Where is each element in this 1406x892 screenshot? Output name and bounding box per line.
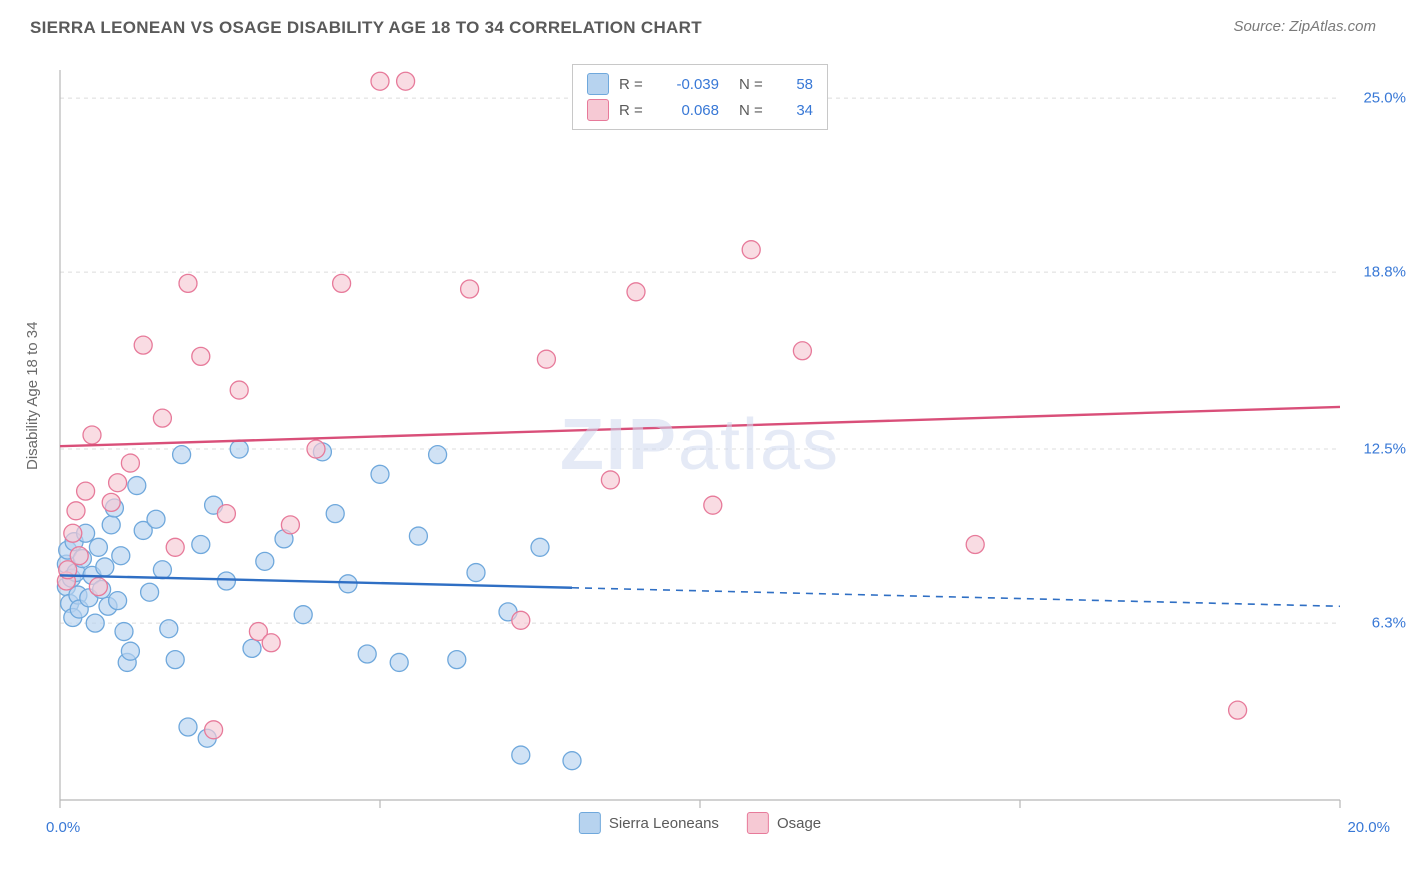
y-axis-label: Disability Age 18 to 34 — [24, 322, 41, 470]
legend-r-label: R = — [619, 76, 653, 93]
legend-swatch — [587, 73, 609, 95]
legend-r-value: -0.039 — [663, 76, 719, 93]
series-legend: Sierra Leoneans Osage — [579, 812, 821, 834]
y-tick-label: 12.5% — [1363, 441, 1406, 458]
legend-row: R = -0.039 N = 58 — [587, 71, 813, 97]
legend-swatch — [587, 99, 609, 121]
legend-n-value: 58 — [783, 76, 813, 93]
x-axis-max-label: 20.0% — [1347, 819, 1390, 836]
scatter-plot — [50, 60, 1350, 830]
series-label: Osage — [777, 815, 821, 832]
legend-row: R = 0.068 N = 34 — [587, 97, 813, 123]
x-axis-min-label: 0.0% — [46, 819, 80, 836]
y-tick-label: 25.0% — [1363, 90, 1406, 107]
series-legend-item: Osage — [747, 812, 821, 834]
series-label: Sierra Leoneans — [609, 815, 719, 832]
y-tick-label: 18.8% — [1363, 264, 1406, 281]
legend-r-label: R = — [619, 102, 653, 119]
chart-title: SIERRA LEONEAN VS OSAGE DISABILITY AGE 1… — [30, 18, 702, 38]
legend-n-value: 34 — [783, 102, 813, 119]
legend-n-label: N = — [739, 102, 773, 119]
chart-area: Disability Age 18 to 34 ZIPatlas R =-0.0… — [50, 60, 1350, 830]
legend-swatch — [747, 812, 769, 834]
series-legend-item: Sierra Leoneans — [579, 812, 719, 834]
legend-n-label: N = — [739, 76, 773, 93]
source-attribution: Source: ZipAtlas.com — [1233, 18, 1376, 35]
y-tick-label: 6.3% — [1372, 615, 1406, 632]
legend-r-value: 0.068 — [663, 102, 719, 119]
legend-swatch — [579, 812, 601, 834]
correlation-legend: R = -0.039 N = 58 R = 0.068 N = 34 — [572, 64, 828, 130]
